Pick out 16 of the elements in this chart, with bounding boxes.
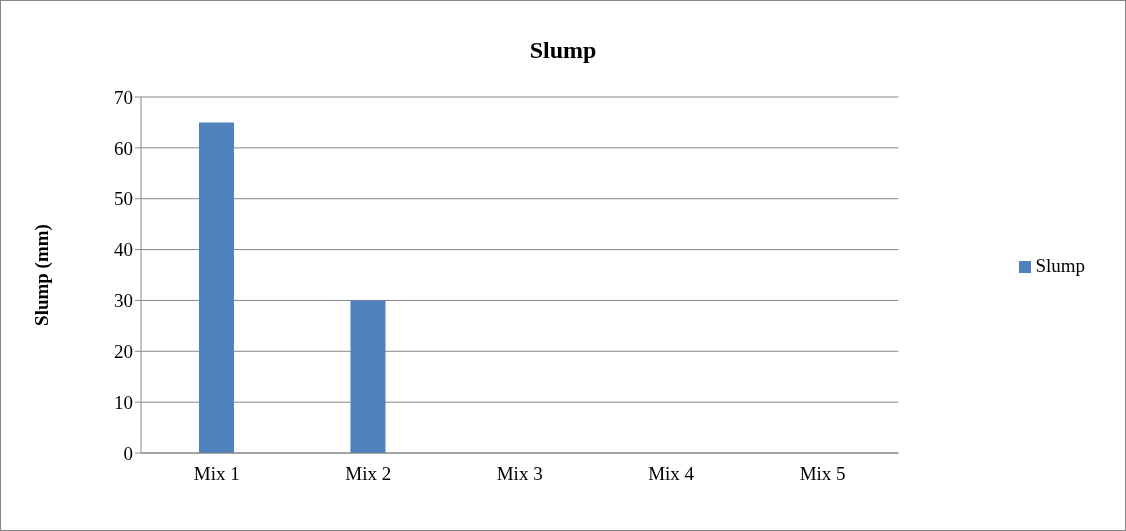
- y-tick-label: 40: [114, 239, 133, 261]
- y-tick-label: 20: [114, 341, 133, 363]
- x-tick-label: Mix 3: [496, 463, 543, 485]
- y-tick-label: 10: [114, 391, 133, 413]
- legend-label: Slump: [1035, 254, 1085, 276]
- y-tick-label: 70: [114, 86, 133, 108]
- y-tick-label: 60: [114, 137, 133, 159]
- x-tick-label: Mix 5: [799, 463, 846, 485]
- y-axis-title: Slump (mm): [30, 224, 53, 326]
- y-tick-label: 0: [123, 442, 133, 464]
- y-tick-label: 30: [114, 290, 133, 312]
- x-tick-label: Mix 2: [345, 463, 392, 485]
- chart-title: Slump: [528, 37, 598, 64]
- x-tick-label: Mix 1: [193, 463, 240, 485]
- x-tick-label: Mix 4: [648, 463, 695, 485]
- y-tick-label: 50: [114, 188, 133, 210]
